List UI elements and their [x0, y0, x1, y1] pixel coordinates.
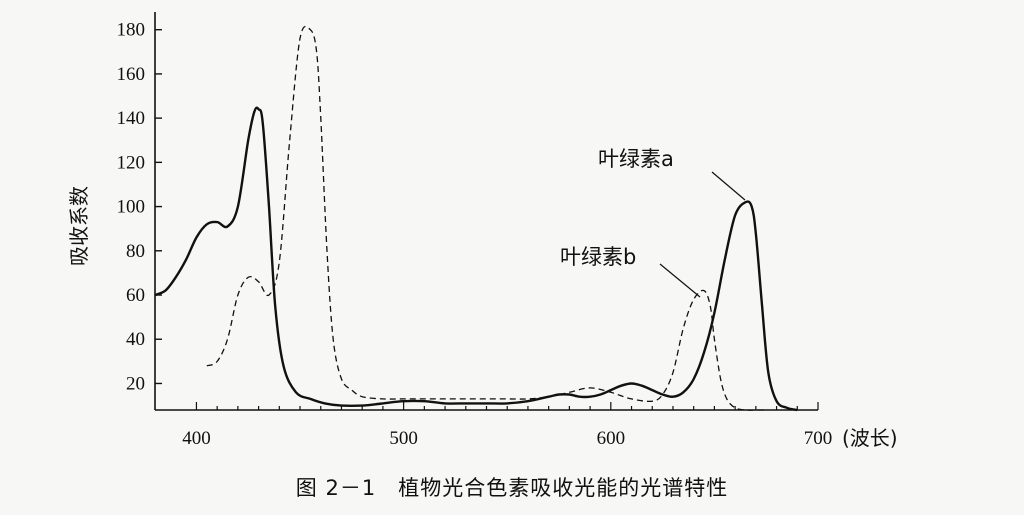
series-line-chlorophyll-b	[206, 25, 767, 411]
y-tick-label: 40	[126, 329, 145, 350]
x-tick-label: 500	[389, 428, 418, 449]
annotation-chlorophyll-b: 叶绿素b	[560, 245, 636, 269]
y-tick-label: 20	[126, 373, 145, 394]
y-tick-label: 100	[117, 197, 146, 218]
annotation-chlorophyll-a-leader	[711, 171, 746, 201]
x-axis-title: (波长)	[842, 426, 898, 450]
axes	[154, 12, 818, 411]
annotation-chlorophyll-b-leader	[659, 263, 701, 298]
y-ticks: 20 40 60 80 100 120 140 160 180	[117, 20, 162, 394]
y-tick-label: 180	[117, 20, 146, 41]
x-tick-label: 600	[597, 428, 626, 449]
x-ticks: 400 500 600 700	[182, 402, 832, 449]
y-tick-label: 60	[126, 285, 145, 306]
y-axis-title: 吸收系数	[67, 186, 91, 266]
series-line-chlorophyll-a	[154, 106, 798, 412]
x-tick-label: 700	[804, 428, 833, 449]
figure-caption: 图 2－1 植物光合色素吸收光能的光谱特性	[295, 476, 729, 500]
y-tick-label: 80	[126, 241, 145, 262]
x-tick-label: 400	[182, 428, 211, 449]
annotations: 叶绿素a 叶绿素b	[560, 147, 746, 298]
y-tick-label: 120	[117, 152, 146, 173]
series-lines	[154, 25, 798, 412]
y-tick-label: 140	[117, 108, 146, 129]
y-tick-label: 160	[117, 64, 146, 85]
annotation-chlorophyll-a: 叶绿素a	[598, 147, 674, 171]
